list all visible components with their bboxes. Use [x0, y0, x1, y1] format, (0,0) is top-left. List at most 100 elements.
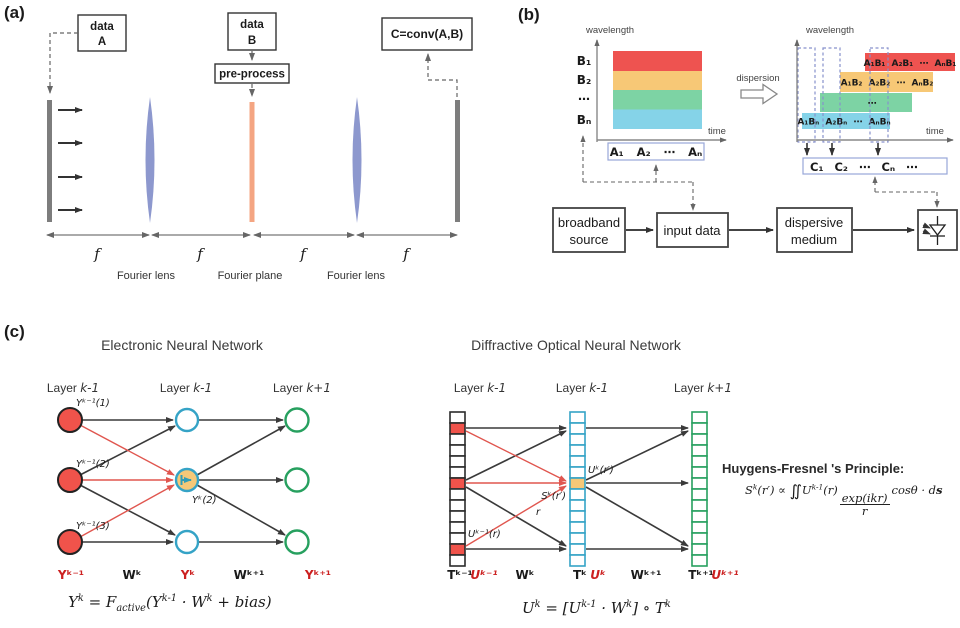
disp-band-orange: [840, 72, 933, 92]
panel-b: (b) wavelength time B₁ B₂ ⋯ Bₙ A₁ A₂ ⋯ A…: [518, 5, 958, 253]
donn-bottom-tkm1: Tᵏ⁻¹: [447, 568, 473, 582]
layer-cell: [449, 444, 466, 457]
input-data-box: input data: [656, 212, 729, 248]
disp-band-blue-label: A₁Bₙ A₂Bₙ ⋯ AₙBₙ: [797, 118, 890, 128]
layer-cell: [449, 499, 466, 512]
enn-bottom-yk1: Yᵏ⁺¹: [304, 568, 331, 582]
layer-cell: [449, 477, 466, 490]
enn-layer-1: Layer k-1: [47, 381, 99, 395]
layer-cell: [691, 455, 708, 468]
enn-node3-label: Yᵏ⁻¹(3): [76, 521, 110, 532]
donn-bottom-ukm1: Uᵏ⁻¹: [470, 568, 497, 582]
enn-mid-label: Yᵏ(2): [192, 495, 217, 506]
huygens-equation: Sk(r′) ∝ ∬Uk-1(r) exp(ikr) r cosθ · ds: [745, 482, 943, 517]
eq-part: Y: [68, 593, 78, 611]
enn-layer-2: Layer k-1: [160, 381, 212, 395]
data-b-line1: data: [240, 19, 264, 31]
eq-part: (Y: [145, 593, 162, 611]
layer-cell: [449, 543, 466, 556]
huy-p5: cosθ · d: [891, 483, 937, 498]
band-orange: [613, 71, 702, 90]
layer-cell: [449, 521, 466, 534]
layer-cell: [691, 554, 708, 567]
huy-s2: k-1: [811, 482, 824, 492]
enn-input-nodes: [57, 407, 83, 555]
huy-fraction: exp(ikr) r: [839, 492, 890, 517]
fourier-lens-1: [145, 97, 155, 223]
enn-layer-3: Layer k+1: [273, 381, 331, 395]
conv-output-box: C=conv(A,B): [381, 17, 473, 51]
fourier-plane-bar: [249, 102, 255, 222]
wavelength-label: wavelength: [585, 25, 634, 36]
layer-cell: [449, 532, 466, 545]
donn-equation: Uk = [Uk-1 · Wk] ∘ Tk: [522, 599, 671, 617]
detector-box: [917, 209, 958, 251]
broadband-l2: source: [569, 232, 608, 247]
panel-c-label: (c): [4, 322, 25, 341]
time-label: time: [926, 126, 944, 137]
conv-output-label: C=conv(A,B): [391, 27, 463, 41]
input-cells-label: A₁ A₂ ⋯ Aₙ: [610, 145, 703, 159]
donn-ukm1-label: Uᵏ⁻¹(r): [468, 529, 501, 540]
layer-cell: [569, 444, 586, 457]
disp-band-orange-label: A₁B₂ A₂B₂ ⋯ AₙB₂: [841, 79, 934, 89]
eq-part: · W: [176, 593, 207, 611]
sampling-windows: [797, 47, 889, 143]
row-b1: B₁: [577, 54, 591, 68]
donn-sk-label: Sᵏ(r′): [541, 491, 566, 502]
beam-arrows: [58, 107, 83, 213]
layer-cell: [449, 411, 466, 424]
layer-cell: [691, 466, 708, 479]
dashed-connectors: [580, 135, 940, 211]
eq-sub: active: [116, 603, 146, 614]
enn-bottom-wk: Wᵏ: [122, 568, 141, 582]
donn-layer-1: Layer k-1: [454, 381, 506, 395]
broadband-l1: broadband: [558, 215, 620, 230]
disp-band-red-label: A₁B₁ A₂B₁ ⋯ AₙB₁: [864, 59, 957, 69]
donn-bottom-wk: Wᵏ: [515, 568, 534, 582]
enn-bottom-yk: Yᵏ: [180, 568, 196, 582]
f-label-1: f: [93, 245, 102, 263]
huy-p6: s: [936, 483, 943, 498]
input-data-label: input data: [663, 223, 721, 238]
left-chart: wavelength time B₁ B₂ ⋯ Bₙ A₁ A₂ ⋯ Aₙ: [577, 25, 727, 161]
caption-fourier-plane: Fourier plane: [218, 270, 283, 282]
sample-arrows: [804, 143, 881, 156]
donn-title: Diffractive Optical Neural Network: [471, 337, 682, 353]
time-label: time: [708, 126, 726, 137]
donn-layer-2: Layer k-1: [556, 381, 608, 395]
huy-p2: (r′) ∝: [757, 483, 790, 498]
layer-cell: [691, 444, 708, 457]
layer-cell: [569, 477, 586, 490]
panel-a-label: (a): [4, 3, 25, 22]
dispersion: dispersion: [736, 73, 780, 105]
caption-fourier-lens-1: Fourier lens: [117, 270, 176, 282]
input-plane-bar: [47, 100, 52, 222]
flow-diagram: broadband source input data dispersive m…: [552, 207, 958, 253]
donn-layer-3: Layer k+1: [674, 381, 732, 395]
data-a-line2: A: [98, 36, 106, 48]
layer-cell: [569, 488, 586, 501]
eq-sup: k: [664, 599, 671, 610]
layer-cell: [569, 521, 586, 534]
layer-cell: [449, 488, 466, 501]
layer-cell: [691, 521, 708, 534]
medium-l1: dispersive: [785, 215, 844, 230]
medium-l2: medium: [791, 232, 837, 247]
donn-bottom-tk1: Tᵏ⁺¹: [688, 568, 714, 582]
layer-cell: [569, 433, 586, 446]
layer-cell: [691, 433, 708, 446]
eq-part: + bias): [212, 593, 272, 611]
eq-sup: k: [77, 593, 84, 604]
enn-bottom-ykm1: Yᵏ⁻¹: [57, 568, 84, 582]
eq-sup: k: [206, 593, 213, 604]
dispersion-arrow: [740, 83, 779, 105]
donn-r-label: r: [536, 507, 541, 518]
huy-s1: k: [752, 482, 758, 492]
data-a-line1: data: [90, 21, 114, 33]
layer-cell: [691, 422, 708, 435]
band-red: [613, 51, 702, 71]
broadband-source-box: broadband source: [552, 207, 626, 253]
layer-cell: [569, 532, 586, 545]
